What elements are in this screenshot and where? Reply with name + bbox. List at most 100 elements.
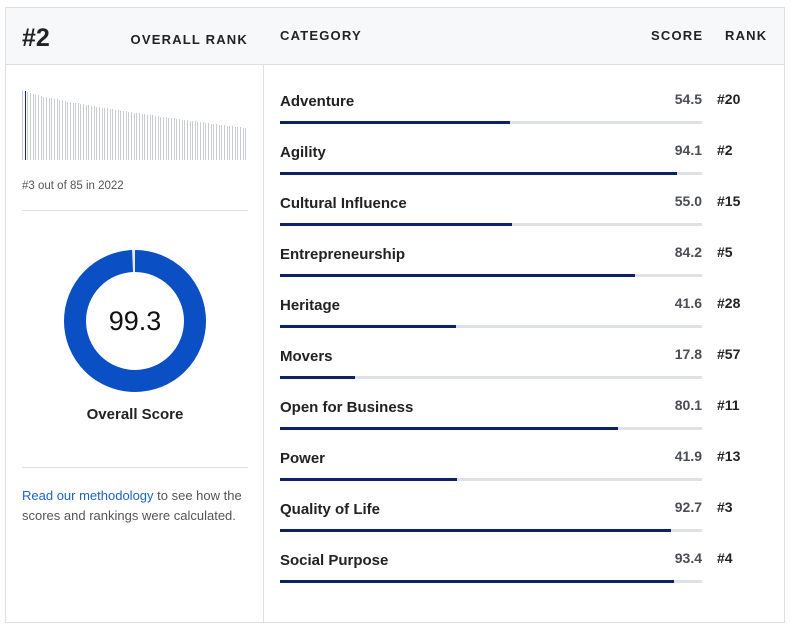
rank-bar [229, 125, 231, 160]
rank-bar [221, 124, 223, 160]
category-name: Adventure [280, 93, 355, 110]
category-rank: #4 [717, 550, 733, 566]
score-bar-fill [280, 529, 672, 532]
donut-arc [64, 250, 206, 392]
rank-bar [69, 102, 71, 160]
category-row: Power 41.9 #13 [264, 422, 784, 481]
rank-bar [67, 101, 69, 160]
rank-bar [43, 96, 45, 160]
rank-bar [138, 113, 140, 160]
rank-bar [125, 111, 127, 160]
score-bar-track [280, 376, 702, 379]
rank-bar [85, 104, 87, 160]
rank-bar [83, 104, 85, 160]
category-rank: #3 [717, 499, 733, 515]
methodology-note: Read our methodology to see how the scor… [22, 486, 248, 526]
rank-bar [109, 108, 111, 160]
rank-bar [56, 99, 58, 160]
rank-bar [218, 124, 220, 160]
rank-bar [213, 123, 215, 160]
overall-header: #2 OVERALL RANK [6, 8, 264, 65]
rank-bar [101, 107, 103, 160]
rank-bar [224, 125, 226, 160]
rank-bar [131, 112, 132, 160]
category-rank: #57 [717, 346, 741, 362]
category-score: 80.1 [674, 397, 702, 413]
rank-bar [27, 92, 29, 160]
methodology-link[interactable]: Read our methodology [22, 488, 154, 503]
rank-bar [149, 115, 151, 160]
rank-bar [245, 128, 247, 160]
rank-bar [242, 127, 244, 160]
rank-bar [192, 121, 194, 160]
rank-bar [53, 98, 55, 160]
category-name: Open for Business [280, 399, 414, 416]
rank-bar [141, 113, 143, 160]
rank-bar [189, 120, 191, 160]
rank-bar [59, 99, 61, 160]
rank-bar [80, 103, 82, 160]
rank-bar [22, 90, 23, 160]
overall-column: #2 OVERALL RANK #3 out of 85 in 2022 99.… [6, 8, 264, 622]
category-name: Entrepreneurship [280, 246, 406, 263]
overall-rank-label: OVERALL RANK [130, 32, 248, 47]
score-bar-fill [280, 427, 619, 430]
rank-bar [173, 118, 175, 160]
score-bar-fill [280, 325, 456, 328]
category-name: Cultural Influence [280, 195, 407, 212]
rank-bar [91, 105, 93, 160]
rank-bar [136, 113, 138, 160]
score-bar-track [280, 121, 702, 124]
rank-bar [184, 119, 186, 160]
rank-bar [61, 100, 63, 160]
category-score: 41.6 [674, 295, 702, 311]
rank-bar [170, 118, 172, 160]
rank-bar [194, 121, 196, 160]
rank-bar [168, 117, 170, 160]
rank-bar [117, 110, 119, 160]
rank-bar [240, 127, 242, 160]
category-column-header: CATEGORY [280, 28, 362, 43]
category-rank: #2 [717, 142, 733, 158]
score-bar-track [280, 274, 702, 277]
overall-score-label: Overall Score [86, 406, 184, 423]
score-column-header: SCORE [651, 28, 704, 43]
score-bar-fill [280, 478, 457, 481]
rank-bar [35, 94, 37, 160]
score-bar-track [280, 427, 702, 430]
divider [22, 467, 248, 468]
rank-bar [45, 97, 47, 160]
category-row: Entrepreneurship 84.2 #5 [264, 218, 784, 277]
rank-bar [115, 109, 117, 160]
category-rank: #11 [717, 397, 740, 413]
category-rank: #13 [717, 448, 741, 464]
rank-bar [202, 122, 204, 160]
rank-bar [234, 126, 236, 160]
category-row: Social Purpose 93.4 #4 [264, 524, 784, 583]
rank-bar [226, 125, 228, 160]
category-name: Agility [280, 144, 326, 161]
category-table-header: CATEGORY SCORE RANK [264, 8, 784, 65]
category-row: Agility 94.1 #2 [264, 116, 784, 175]
score-bar-fill [280, 223, 513, 226]
overall-rank-value: #2 [22, 24, 50, 52]
category-name: Movers [280, 348, 333, 365]
score-bar-fill [280, 274, 636, 277]
rank-caption: #3 out of 85 in 2022 [22, 180, 124, 192]
rank-bar [120, 110, 122, 160]
rank-bar [107, 108, 109, 160]
rank-bar [216, 124, 218, 160]
category-row: Heritage 41.6 #28 [264, 269, 784, 328]
category-row: Cultural Influence 55.0 #15 [264, 167, 784, 226]
category-score: 55.0 [674, 193, 702, 209]
rank-bar [64, 101, 66, 160]
rank-bar [165, 117, 167, 160]
rank-bar [96, 106, 98, 160]
divider [22, 210, 248, 211]
rank-bar [37, 95, 39, 160]
category-score: 41.9 [674, 448, 702, 464]
category-rank: #15 [717, 193, 741, 209]
rank-bar [51, 98, 53, 160]
methodology-text: to see how the scores and rankings were … [22, 488, 242, 523]
rank-bar [210, 123, 212, 160]
